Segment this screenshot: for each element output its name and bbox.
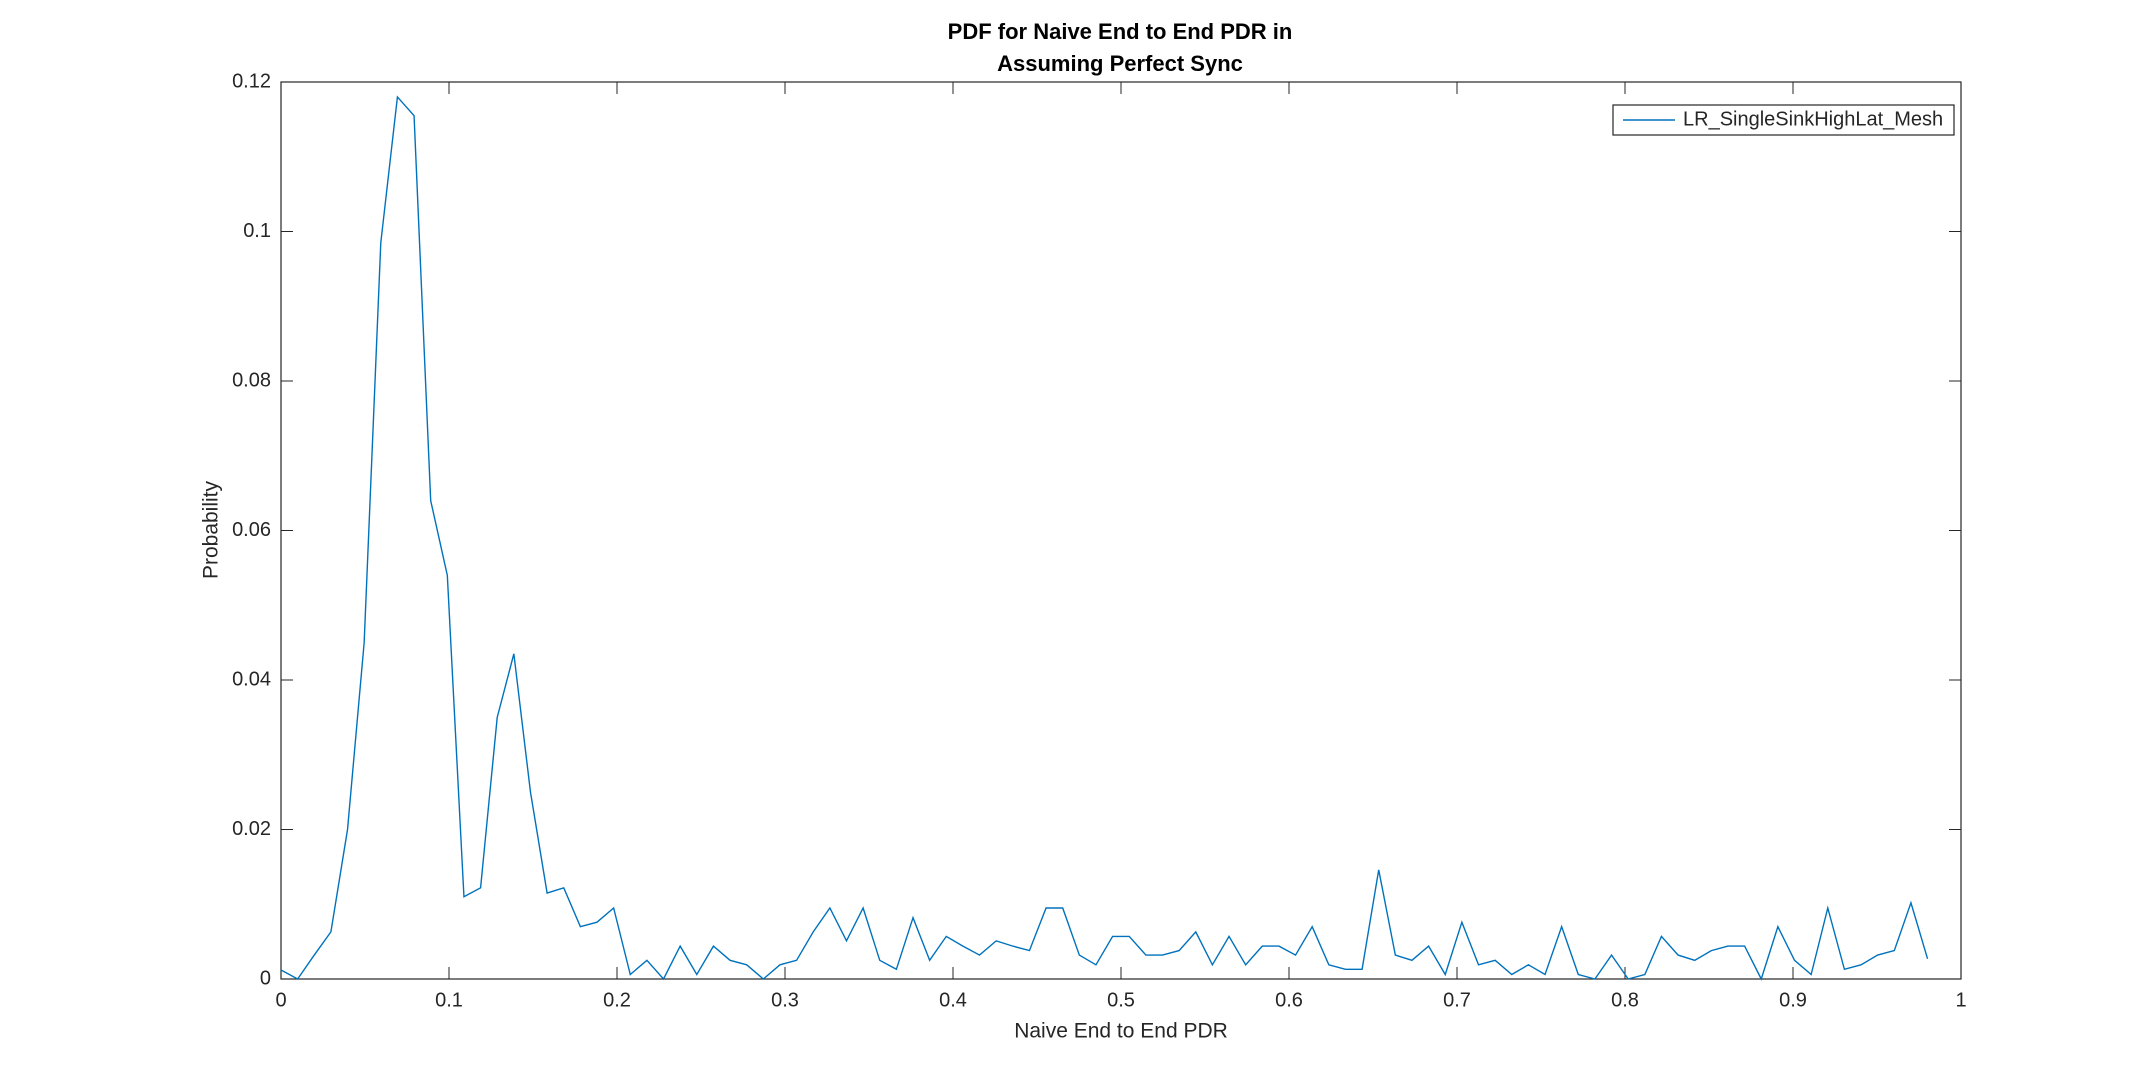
x-tick-label: 0.3	[771, 989, 799, 1011]
y-axis-label: Probability	[200, 480, 223, 579]
chart-title: PDF for Naive End to End PDR in	[948, 19, 1293, 44]
x-tick-label: 0.1	[435, 989, 463, 1011]
legend-label: LR_SingleSinkHighLat_Mesh	[1683, 108, 1943, 130]
x-tick-label: 0.5	[1107, 989, 1135, 1011]
x-tick-label: 0.6	[1275, 989, 1303, 1011]
x-tick-label: 0	[275, 989, 286, 1011]
x-tick-label: 0.8	[1611, 989, 1639, 1011]
y-tick-label: 0.06	[232, 519, 271, 541]
y-tick-label: 0.1	[243, 220, 271, 242]
x-axis-label: Naive End to End PDR	[1014, 1020, 1228, 1043]
y-tick-label: 0.08	[232, 369, 271, 391]
x-tick-label: 0.2	[603, 989, 631, 1011]
y-tick-label: 0	[260, 967, 271, 989]
y-tick-label: 0.04	[232, 668, 271, 690]
x-tick-label: 0.4	[939, 989, 967, 1011]
x-tick-label: 1	[1955, 989, 1966, 1011]
data-line	[280, 95, 1929, 981]
plot-area	[280, 81, 1962, 980]
y-tick-label: 0.12	[232, 70, 271, 92]
x-tick-label: 0.9	[1779, 989, 1807, 1011]
y-tick-label: 0.02	[232, 818, 271, 840]
x-tick-label: 0.7	[1443, 989, 1471, 1011]
chart-title: Assuming Perfect Sync	[997, 51, 1243, 76]
